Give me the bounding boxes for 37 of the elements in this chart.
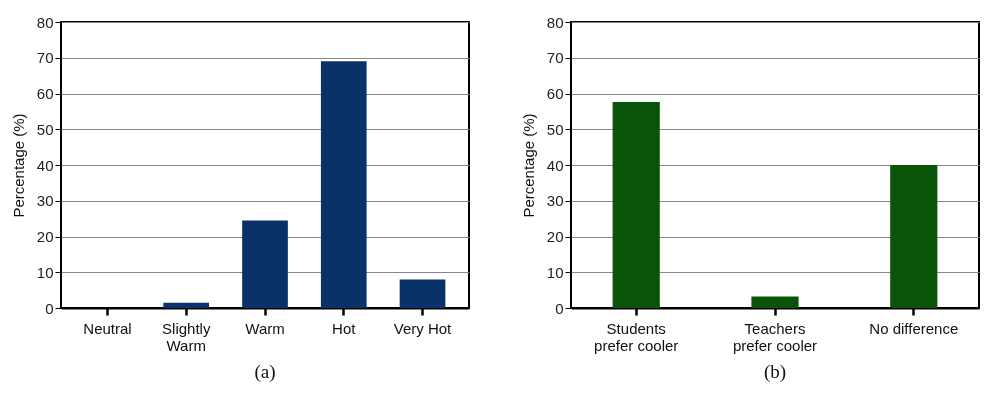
bar	[751, 296, 799, 308]
x-tick-label: Teachers prefer cooler	[732, 319, 818, 354]
y-tick-label: 50	[36, 120, 54, 138]
y-tick-label: 0	[555, 299, 564, 317]
x-tick-label: Slightly Warm	[162, 319, 211, 354]
y-axis-title: Percentage (%)	[9, 113, 27, 218]
bar	[399, 279, 446, 308]
bar	[163, 302, 210, 308]
y-tick-label: 10	[546, 263, 564, 281]
bar	[242, 220, 288, 308]
y-tick-label: 60	[36, 85, 54, 102]
x-tick-label: Hot	[332, 319, 357, 337]
y-tick-label: 70	[36, 49, 54, 67]
x-tick-label: Warm	[245, 319, 285, 337]
text: (a)	[254, 361, 276, 383]
text: (b)	[763, 361, 787, 383]
y-tick-label: 20	[546, 228, 564, 245]
y-tick-label: 50	[546, 120, 564, 138]
bar	[890, 165, 938, 308]
y-tick-label: 80	[546, 13, 564, 31]
x-tick-label: Neutral	[83, 319, 132, 337]
y-tick-label: 0	[45, 299, 54, 317]
x-tick-label: Students prefer cooler	[594, 319, 679, 354]
y-tick-label: 40	[36, 156, 54, 174]
bar	[320, 61, 367, 308]
y-tick-label: 60	[546, 85, 564, 102]
x-tick-label: No difference	[869, 319, 959, 337]
y-tick-label: 80	[36, 13, 54, 31]
x-tick-label: Very Hot	[393, 319, 453, 337]
y-tick-label: 30	[546, 192, 564, 210]
bar	[612, 102, 660, 308]
y-axis-title: Percentage (%)	[519, 113, 537, 218]
y-tick-label: 70	[546, 49, 564, 67]
y-tick-label: 10	[36, 263, 54, 281]
y-tick-label: 40	[546, 156, 564, 174]
y-tick-label: 20	[36, 228, 54, 245]
y-tick-label: 30	[36, 192, 54, 210]
